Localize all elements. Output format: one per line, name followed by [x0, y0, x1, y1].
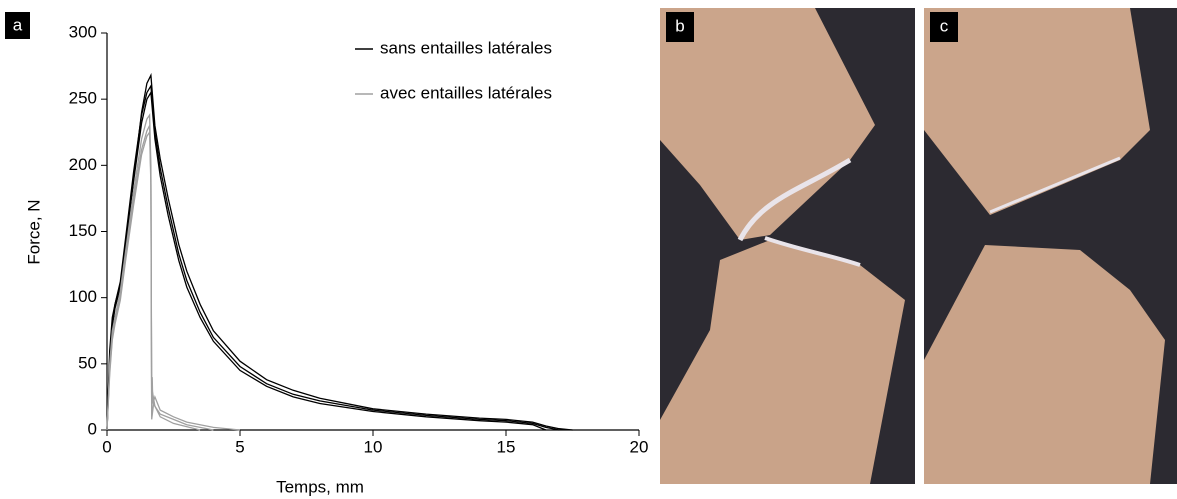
legend-label: avec entailles latérales	[380, 83, 552, 102]
x-tick-label: 20	[630, 437, 649, 456]
y-tick-label: 250	[69, 89, 97, 108]
y-tick-label: 300	[69, 22, 97, 41]
legend-label: sans entailles latérales	[380, 38, 552, 57]
y-tick-label: 150	[69, 221, 97, 240]
panel-label: c	[940, 16, 949, 35]
line	[106, 83, 560, 431]
y-tick-label: 200	[69, 155, 97, 174]
y-tick-label: 0	[88, 419, 97, 438]
panel-label: a	[13, 15, 23, 34]
x-tick-label: 10	[364, 437, 383, 456]
photo-b	[660, 8, 915, 484]
y-tick-label: 100	[69, 287, 97, 306]
line	[106, 112, 241, 431]
line	[106, 130, 201, 431]
x-tick-label: 0	[102, 437, 111, 456]
x-tick-label: 15	[497, 437, 516, 456]
line	[106, 90, 547, 431]
y-axis-label: Force, N	[24, 199, 43, 264]
y-tick-label: 50	[78, 353, 97, 372]
x-axis-label: Temps, mm	[276, 477, 364, 496]
photo-c	[924, 8, 1177, 484]
x-tick-label: 5	[235, 437, 244, 456]
panel-label: b	[675, 16, 684, 35]
